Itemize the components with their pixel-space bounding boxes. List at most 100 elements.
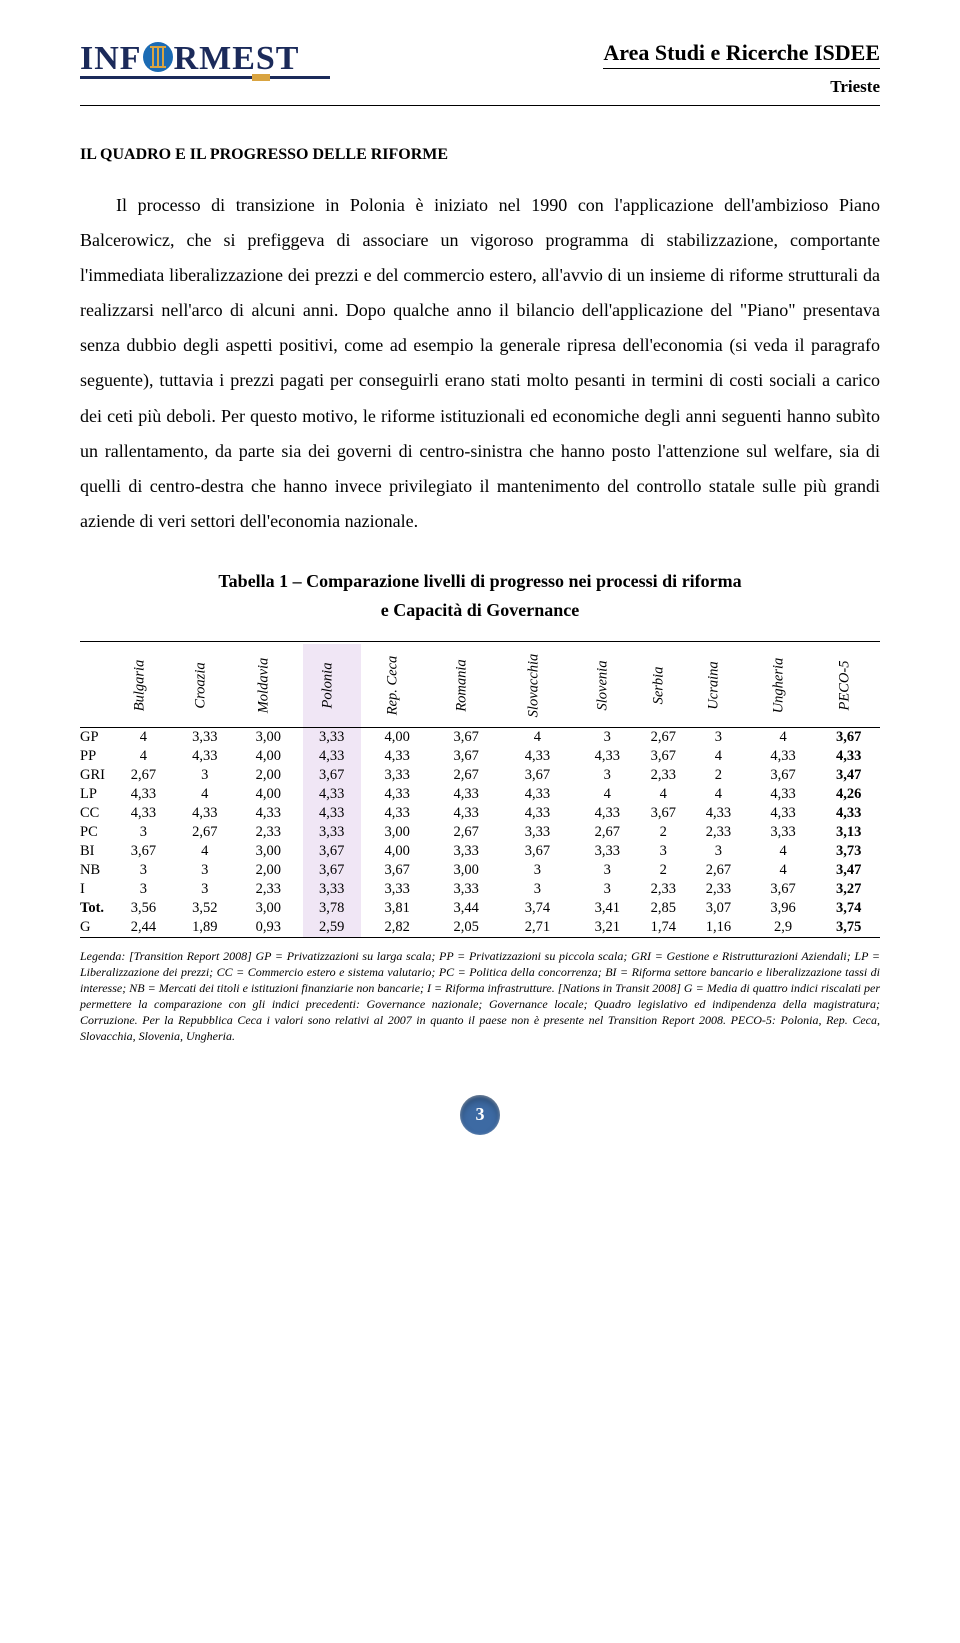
table-cell: 4,33: [361, 804, 434, 823]
table-cell: 3,75: [817, 918, 880, 937]
table-cell: 4: [639, 785, 688, 804]
table-cell: 2: [688, 766, 749, 785]
table-cell: 3,67: [817, 728, 880, 747]
table-row: NB332,003,673,673,003322,6743,47: [80, 861, 880, 880]
table-cell: 0,93: [234, 918, 303, 937]
table-cell: 4: [576, 785, 639, 804]
table-cell: 4,33: [434, 804, 499, 823]
table-row: I332,333,333,333,33332,332,333,673,27: [80, 880, 880, 899]
table-cell: 3,00: [234, 899, 303, 918]
table-cell: 3,78: [303, 899, 361, 918]
table-cell: 2: [639, 861, 688, 880]
table-cell: 4,33: [361, 747, 434, 766]
top-rule: [80, 105, 880, 106]
table-cell: 3,67: [639, 804, 688, 823]
table-cell: 3,67: [499, 766, 576, 785]
table-cell: 3,00: [234, 728, 303, 747]
table-row-label: PC: [80, 823, 111, 842]
table-cell: 2,67: [639, 728, 688, 747]
table-cell: 4,00: [361, 842, 434, 861]
table-cell: 4,33: [499, 785, 576, 804]
page-header: INF RMEST Area Studi e Ricerche ISDEE Tr…: [80, 40, 880, 101]
table-col-header: Slovacchia: [499, 644, 576, 727]
table-cell: 3: [576, 766, 639, 785]
table-cell: 2,00: [234, 861, 303, 880]
table-cell: 4: [749, 861, 818, 880]
table-col-header: Rep. Ceca: [361, 644, 434, 727]
table-cell: 3,13: [817, 823, 880, 842]
table-row: GP43,333,003,334,003,67432,67343,67: [80, 728, 880, 747]
table-cell: 4,33: [499, 747, 576, 766]
table-cell: 4,33: [176, 804, 234, 823]
table-col-header: Polonia: [303, 644, 361, 727]
table-row-label: G: [80, 918, 111, 937]
header-rule: [603, 68, 880, 69]
table-cell: 3: [499, 861, 576, 880]
table-cell: 2,67: [434, 823, 499, 842]
table-row: Tot.3,563,523,003,783,813,443,743,412,85…: [80, 899, 880, 918]
table-col-header: Ungheria: [749, 644, 818, 727]
table-cell: 3,67: [303, 766, 361, 785]
logo-block: INF RMEST: [80, 40, 330, 79]
table-cell: 4,33: [576, 804, 639, 823]
table-cell: 4: [749, 728, 818, 747]
table-row-label: I: [80, 880, 111, 899]
table-cell: 4,33: [749, 804, 818, 823]
table-cell: 3,74: [817, 899, 880, 918]
table-cell: 3,00: [361, 823, 434, 842]
table-cell: 4,33: [361, 785, 434, 804]
table-cell: 2,33: [234, 823, 303, 842]
table-cell: 4,33: [176, 747, 234, 766]
comparison-table: BulgariaCroaziaMoldaviaPoloniaRep. CecaR…: [80, 644, 880, 938]
table-cell: 3,81: [361, 899, 434, 918]
table-cell: 4: [176, 842, 234, 861]
table-cell: 4: [749, 842, 818, 861]
table-cell: 3: [499, 880, 576, 899]
table-col-header: Ucraina: [688, 644, 749, 727]
table-cell: 4,33: [111, 785, 175, 804]
area-subtitle: Trieste: [603, 77, 880, 97]
table-cell: 3,47: [817, 861, 880, 880]
table-cell: 3,33: [361, 766, 434, 785]
table-cell: 3: [111, 823, 175, 842]
table-cell: 4,33: [111, 804, 175, 823]
table-cell: 4,00: [234, 747, 303, 766]
table-cell: 2: [639, 823, 688, 842]
table-cell: 2,44: [111, 918, 175, 937]
table-cell: 3: [576, 728, 639, 747]
table-cell: 3,74: [499, 899, 576, 918]
table-cell: 3,67: [434, 728, 499, 747]
table-cell: 3: [688, 728, 749, 747]
table-cell: 2,82: [361, 918, 434, 937]
logo-text-right: RMEST: [174, 40, 300, 78]
table-cell: 3,56: [111, 899, 175, 918]
table-cell: 3: [176, 766, 234, 785]
table-cell: 3,73: [817, 842, 880, 861]
table-row-label: PP: [80, 747, 111, 766]
table-row: G2,441,890,932,592,822,052,713,211,741,1…: [80, 918, 880, 937]
table-header-row: BulgariaCroaziaMoldaviaPoloniaRep. CecaR…: [80, 644, 880, 727]
table-cell: 4,33: [234, 804, 303, 823]
table-cell: 3: [111, 880, 175, 899]
table-cell: 4,33: [817, 747, 880, 766]
table-cell: 2,67: [434, 766, 499, 785]
table-cell: 3,27: [817, 880, 880, 899]
table-cell: 3: [176, 880, 234, 899]
table-cell: 3,67: [303, 842, 361, 861]
table-cell: 3,33: [499, 823, 576, 842]
table-cell: 3,33: [303, 880, 361, 899]
body-paragraph: Il processo di transizione in Polonia è …: [80, 188, 880, 539]
table-cell: 3,67: [361, 861, 434, 880]
table-cell: 3,44: [434, 899, 499, 918]
table-cell: 4: [176, 785, 234, 804]
table-cell: 4,33: [303, 747, 361, 766]
table-cell: 3,67: [303, 861, 361, 880]
table-legend: Legenda: [Transition Report 2008] GP = P…: [80, 948, 880, 1045]
table-row: GRI2,6732,003,673,332,673,6732,3323,673,…: [80, 766, 880, 785]
table-cell: 3,52: [176, 899, 234, 918]
table-cell: 4,33: [303, 804, 361, 823]
table-cell: 3,33: [176, 728, 234, 747]
table-row-label: NB: [80, 861, 111, 880]
table-title: Tabella 1 – Comparazione livelli di prog…: [80, 567, 880, 625]
table-cell: 4: [111, 728, 175, 747]
